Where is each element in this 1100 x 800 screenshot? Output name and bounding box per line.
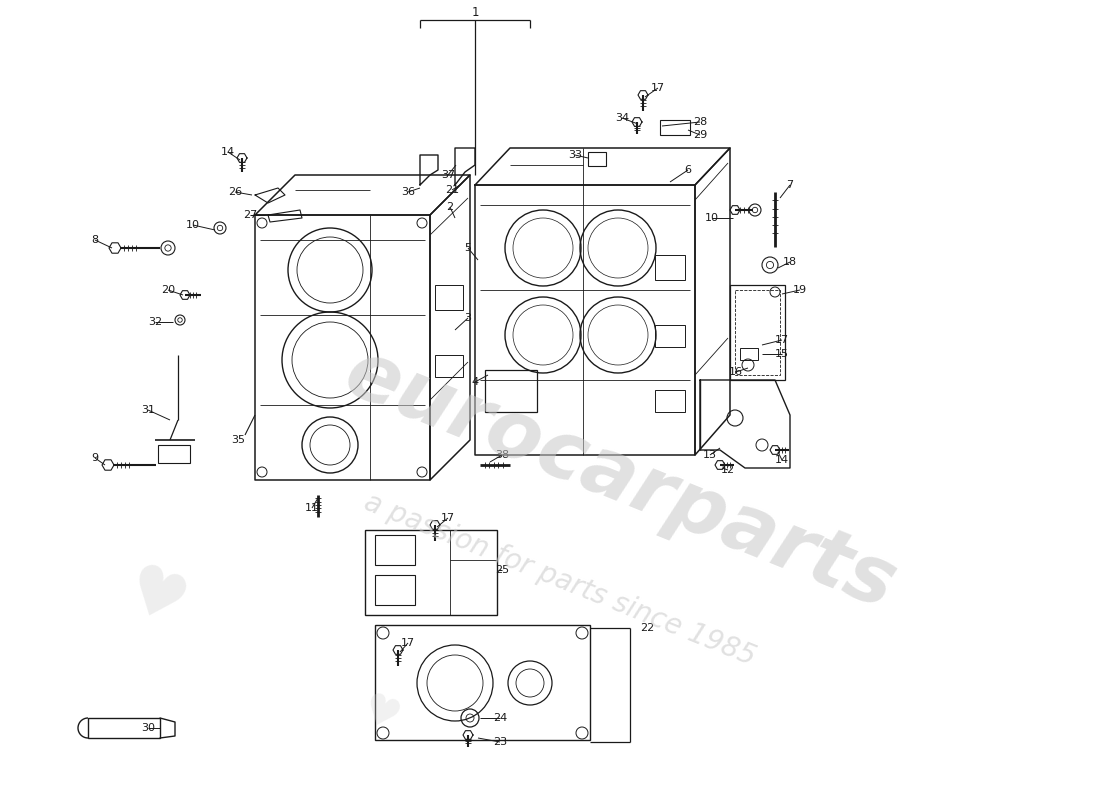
Text: 38: 38 (495, 450, 509, 460)
Text: 19: 19 (793, 285, 807, 295)
Text: ♥: ♥ (355, 689, 405, 742)
Text: 21: 21 (444, 185, 459, 195)
Text: ♥: ♥ (114, 558, 195, 642)
Text: 23: 23 (493, 737, 507, 747)
Text: 1: 1 (471, 6, 478, 18)
Text: 12: 12 (720, 465, 735, 475)
Text: 6: 6 (684, 165, 692, 175)
Text: eurocarparts: eurocarparts (333, 334, 906, 626)
Text: 17: 17 (774, 335, 789, 345)
Bar (434, 285, 463, 310)
Text: 17: 17 (441, 513, 455, 523)
Bar (434, 355, 463, 377)
Bar (485, 370, 537, 412)
Text: 11: 11 (305, 503, 319, 513)
Text: 31: 31 (141, 405, 155, 415)
Text: 9: 9 (91, 453, 99, 463)
Text: 15: 15 (776, 349, 789, 359)
Text: 34: 34 (615, 113, 629, 123)
Bar (158, 445, 190, 463)
Bar (730, 285, 785, 380)
Bar (588, 152, 606, 166)
Text: 16: 16 (729, 367, 743, 377)
Bar (654, 390, 685, 412)
Bar (375, 535, 415, 565)
Text: 36: 36 (402, 187, 415, 197)
Text: 24: 24 (493, 713, 507, 723)
Text: 3: 3 (464, 313, 472, 323)
Bar (740, 348, 758, 360)
Bar (365, 530, 497, 615)
Text: 17: 17 (651, 83, 666, 93)
Bar (660, 120, 690, 135)
Bar (375, 575, 415, 605)
Bar (735, 290, 780, 375)
Text: 33: 33 (568, 150, 582, 160)
Text: 37: 37 (441, 170, 455, 180)
Text: 35: 35 (231, 435, 245, 445)
Bar (654, 255, 685, 280)
Bar (654, 325, 685, 347)
Text: 20: 20 (161, 285, 175, 295)
Text: 8: 8 (91, 235, 99, 245)
Text: 22: 22 (640, 623, 654, 633)
Text: 28: 28 (693, 117, 707, 127)
Bar (375, 625, 590, 740)
Text: 5: 5 (464, 243, 472, 253)
Text: 10: 10 (705, 213, 719, 223)
Text: 4: 4 (472, 377, 478, 387)
Text: 14: 14 (221, 147, 235, 157)
Text: 30: 30 (141, 723, 155, 733)
Text: 10: 10 (186, 220, 200, 230)
Text: 17: 17 (400, 638, 415, 648)
Text: 26: 26 (228, 187, 242, 197)
Text: 2: 2 (447, 202, 453, 212)
Text: a passion for parts since 1985: a passion for parts since 1985 (360, 489, 760, 671)
Text: 29: 29 (693, 130, 707, 140)
Text: 27: 27 (243, 210, 257, 220)
Text: 7: 7 (786, 180, 793, 190)
Text: 13: 13 (703, 450, 717, 460)
Text: 25: 25 (495, 565, 509, 575)
Text: 32: 32 (147, 317, 162, 327)
Text: 14: 14 (774, 455, 789, 465)
Bar (88, 718, 160, 738)
Text: 18: 18 (783, 257, 798, 267)
